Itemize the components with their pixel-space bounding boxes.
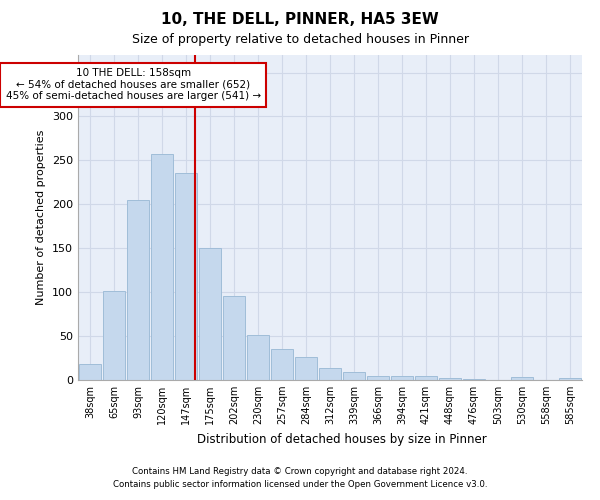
Bar (247, 335, 269, 380)
Bar (319, 368, 341, 380)
Text: Contains HM Land Registry data © Crown copyright and database right 2024.: Contains HM Land Registry data © Crown c… (132, 467, 468, 476)
Text: Size of property relative to detached houses in Pinner: Size of property relative to detached ho… (131, 32, 469, 46)
Text: Contains public sector information licensed under the Open Government Licence v3: Contains public sector information licen… (113, 480, 487, 489)
Bar (199, 248, 221, 380)
Bar (295, 357, 317, 380)
Y-axis label: Number of detached properties: Number of detached properties (37, 130, 46, 305)
Bar (511, 378, 533, 380)
Bar (559, 378, 581, 380)
Bar (439, 378, 461, 380)
Bar (343, 372, 365, 380)
Bar (223, 296, 245, 380)
Bar (151, 154, 173, 380)
Bar (391, 376, 413, 380)
Bar (103, 292, 125, 380)
Bar (415, 376, 437, 380)
Text: Distribution of detached houses by size in Pinner: Distribution of detached houses by size … (197, 432, 487, 446)
Bar (463, 379, 485, 380)
Text: 10, THE DELL, PINNER, HA5 3EW: 10, THE DELL, PINNER, HA5 3EW (161, 12, 439, 28)
Bar (175, 172, 197, 380)
Bar (271, 350, 293, 380)
Text: 10 THE DELL: 158sqm
← 54% of detached houses are smaller (652)
45% of semi-detac: 10 THE DELL: 158sqm ← 54% of detached ho… (5, 68, 261, 102)
Bar (79, 364, 101, 380)
Bar (367, 376, 389, 380)
Bar (127, 200, 149, 380)
